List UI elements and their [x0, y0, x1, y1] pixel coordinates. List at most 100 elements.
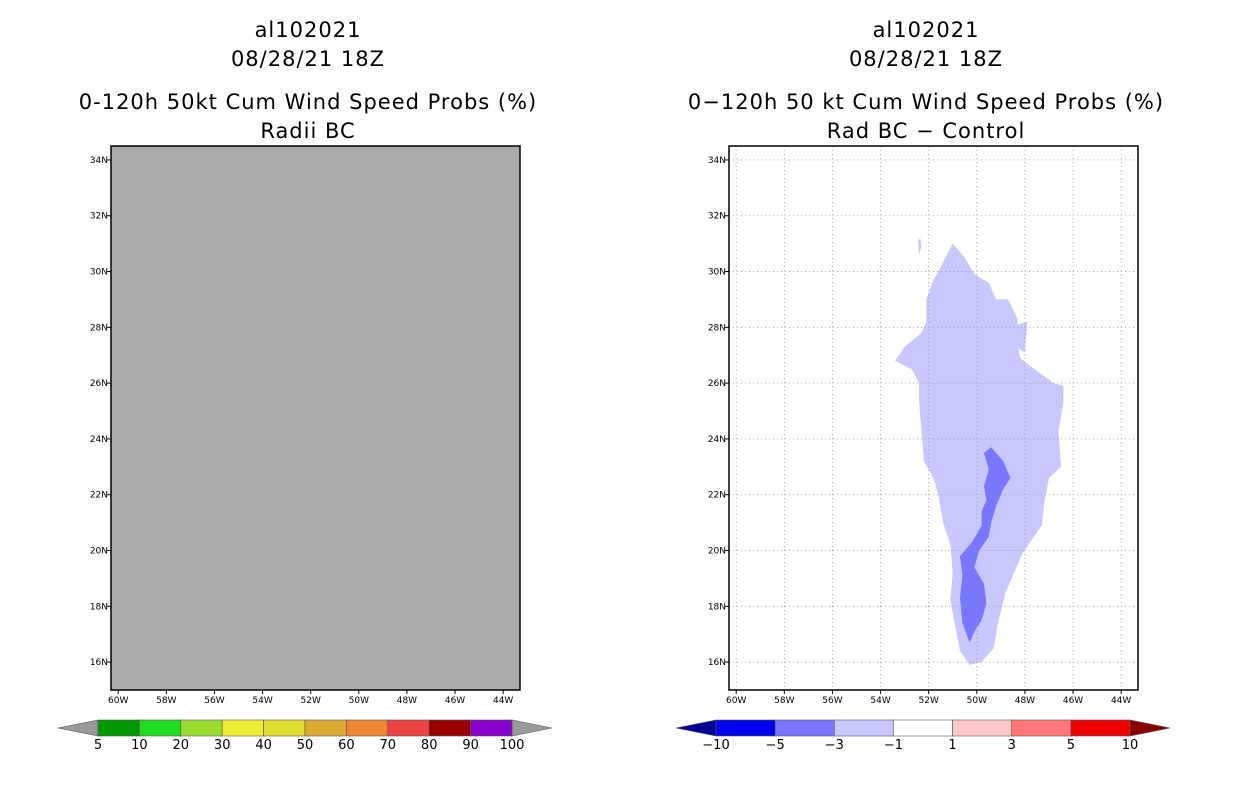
- colorbar-label: 40: [255, 738, 272, 753]
- colorbar-swatch: [346, 719, 389, 737]
- colorbar-label: 10: [1122, 738, 1139, 753]
- colorbar-swatch: [470, 719, 513, 737]
- y-tick-label: 26N: [90, 379, 108, 389]
- plot-frame: [728, 145, 1139, 691]
- chart-panel-1: 60W 58W 56W 54W 52W 50W 48W 46W 44W 16N 18N 20N 22N 2…: [57, 145, 553, 753]
- y-tick-label: 32N: [708, 212, 726, 222]
- right-subtitle: Rad BC − Control: [826, 119, 1026, 143]
- left-datetime: 08/28/21 18Z: [230, 47, 386, 71]
- colorbar-swatch: [715, 719, 776, 737]
- colorbar-label: 1: [948, 738, 956, 753]
- y-tick-label: 16N: [708, 658, 726, 668]
- y-tick-label: 30N: [708, 268, 726, 278]
- y-tick-label: 20N: [708, 547, 726, 557]
- x-tick-label: 54W: [252, 696, 272, 706]
- colorbar-swatch: [428, 719, 471, 737]
- x-tick-label: 56W: [204, 696, 224, 706]
- y-tick-label: 18N: [90, 602, 108, 612]
- colorbar-label: 5: [1067, 738, 1075, 753]
- x-tick-label: 60W: [108, 696, 128, 706]
- colorbar-swatch: [221, 719, 264, 737]
- x-tick-label: 46W: [445, 696, 465, 706]
- colorbar-extend-low: [675, 719, 717, 737]
- colorbar-label: 5: [94, 738, 102, 753]
- y-tick-label: 22N: [708, 491, 726, 501]
- left-product: 0-120h 50kt Cum Wind Speed Probs (%): [78, 90, 538, 114]
- colorbar-label: 50: [297, 738, 314, 753]
- x-tick-label: 54W: [870, 696, 890, 706]
- x-tick-label: 50W: [349, 696, 369, 706]
- contour-region-2: [1015, 321, 1028, 353]
- y-tick-label: 16N: [90, 658, 108, 668]
- left-storm-id: al102021: [254, 18, 362, 42]
- colorbar-label: 30: [214, 738, 231, 753]
- colorbar-label: 100: [500, 738, 525, 753]
- contour-region-3: [917, 238, 922, 255]
- colorbar-swatch: [180, 719, 223, 737]
- colorbar-label: 20: [173, 738, 190, 753]
- x-tick-label: 50W: [967, 696, 987, 706]
- chart-panel-2: 60W 58W 56W 54W 52W 50W 48W 46W 44W 16N 18N 20N 22N 2…: [675, 145, 1171, 753]
- x-tick-label: 44W: [1111, 696, 1131, 706]
- colorbar-label: −10: [702, 738, 729, 753]
- colorbar-label: 3: [1008, 738, 1016, 753]
- colorbar-label: 80: [421, 738, 438, 753]
- colorbar-label: 10: [131, 738, 148, 753]
- colorbar-swatch: [774, 719, 835, 737]
- colorbar-swatch: [139, 719, 182, 737]
- colorbar-extend-low: [57, 719, 99, 737]
- colorbar-swatch: [387, 719, 430, 737]
- y-tick-label: 24N: [90, 435, 108, 445]
- y-tick-label: 28N: [708, 323, 726, 333]
- x-tick-label: 58W: [156, 696, 176, 706]
- colorbar-swatch: [97, 719, 140, 737]
- y-tick-label: 18N: [708, 602, 726, 612]
- colorbar-swatch: [833, 719, 894, 737]
- x-tick-label: 56W: [822, 696, 842, 706]
- colorbar-swatch: [304, 719, 347, 737]
- colorbar-label: −1: [884, 738, 903, 753]
- y-tick-label: 22N: [90, 491, 108, 501]
- x-tick-label: 52W: [301, 696, 321, 706]
- colorbar-label: 60: [338, 738, 355, 753]
- right-product: 0−120h 50 kt Cum Wind Speed Probs (%): [687, 90, 1165, 114]
- right-datetime: 08/28/21 18Z: [848, 47, 1004, 71]
- colorbar-label: 90: [462, 738, 479, 753]
- y-tick-label: 26N: [708, 379, 726, 389]
- contour-region-1: [895, 243, 1064, 665]
- plot-frame: [110, 145, 521, 691]
- right-storm-id: al102021: [872, 18, 980, 42]
- x-tick-label: 46W: [1063, 696, 1083, 706]
- y-tick-label: 34N: [708, 156, 726, 166]
- x-tick-label: 58W: [774, 696, 794, 706]
- y-tick-label: 24N: [708, 435, 726, 445]
- left-subtitle: Radii BC: [260, 119, 356, 143]
- colorbar-label: 70: [380, 738, 397, 753]
- colorbar-label: −5: [766, 738, 785, 753]
- right-chart-title: al102021 08/28/21 18Z 0−120h 50 kt Cum W…: [646, 16, 1206, 146]
- x-tick-label: 48W: [1015, 696, 1035, 706]
- left-chart-title: al102021 08/28/21 18Z 0-120h 50kt Cum Wi…: [28, 16, 588, 146]
- colorbar-2: −10 −5 −3 −1 1 3 5 10: [675, 719, 1171, 753]
- plot-area: [111, 146, 520, 690]
- colorbar-label: −3: [825, 738, 844, 753]
- colorbar-extend-high: [511, 719, 553, 737]
- x-tick-label: 44W: [493, 696, 513, 706]
- colorbar-swatch: [893, 719, 953, 737]
- colorbar-swatch: [1070, 719, 1131, 737]
- colorbar-swatch: [263, 719, 306, 737]
- y-tick-label: 30N: [90, 268, 108, 278]
- contour-region-4: [960, 447, 1011, 643]
- x-tick-label: 48W: [397, 696, 417, 706]
- y-tick-label: 32N: [90, 212, 108, 222]
- x-tick-label: 52W: [919, 696, 939, 706]
- y-tick-label: 28N: [90, 323, 108, 333]
- colorbar-1: 5 10 20 30 40 50 60 70 80 90 100: [57, 719, 553, 753]
- colorbar-extend-high: [1129, 719, 1171, 737]
- colorbar-swatch: [952, 719, 1013, 737]
- y-tick-label: 34N: [90, 156, 108, 166]
- y-tick-label: 20N: [90, 547, 108, 557]
- colorbar-swatch: [1011, 719, 1072, 737]
- x-tick-label: 60W: [726, 696, 746, 706]
